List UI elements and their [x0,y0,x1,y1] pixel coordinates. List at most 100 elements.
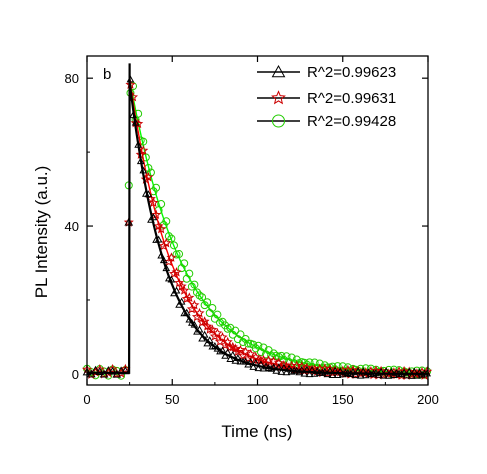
data-point [338,362,347,371]
data-point [384,371,393,379]
data-point [367,370,375,378]
legend-label: R^2=0.99631 [307,90,396,107]
data-point [235,344,246,355]
data-point [272,114,285,128]
data-point [251,358,260,366]
data-point [194,307,205,318]
data-point [156,223,167,234]
data-point [138,145,149,155]
data-point [152,183,161,192]
data-point [129,111,137,119]
data-point [244,339,253,348]
data-point [413,371,421,379]
data-point [217,332,228,342]
data-point [182,274,191,283]
data-point [240,346,251,356]
data-point [400,368,408,376]
data-point [287,367,296,375]
data-point [274,363,283,371]
data-point [159,256,168,264]
data-point [94,363,105,374]
data-point [205,336,214,344]
data-point [190,280,199,289]
data-point [315,359,324,368]
legend-label: R^2=0.99623 [307,64,396,81]
legend-label: R^2=0.99428 [307,113,396,130]
data-point [107,363,118,374]
data-point [190,320,199,328]
data-point [359,367,368,375]
data-point [397,370,406,378]
data-point [241,357,250,365]
data-point [272,366,281,374]
data-point [198,334,206,342]
data-point [402,371,411,379]
data-point [162,264,171,272]
data-point [143,171,154,182]
data-point [222,336,233,347]
legend-entry-3: R^2=0.99428 [257,113,396,130]
data-point [320,367,329,375]
data-point [212,327,223,338]
x-tick-label: 50 [165,392,179,407]
data-point [213,344,222,352]
data-point [336,367,345,375]
data-point [241,334,250,343]
data-point [296,361,307,371]
data-point [300,369,309,377]
data-point [124,217,134,226]
series-1 [82,63,431,379]
data-point [234,354,242,362]
data-point [167,234,176,243]
y-tick-label: 80 [65,71,79,86]
data-point [189,299,200,310]
x-tick-label: 200 [417,392,439,407]
data-point [175,300,183,308]
data-point [205,308,214,317]
data-point [144,190,153,198]
data-point [199,316,210,326]
data-point [297,365,306,373]
data-point [280,363,288,371]
data-point [364,368,373,376]
data-point [328,371,337,378]
data-point [221,351,229,359]
data-point [177,264,186,273]
data-point [347,364,359,375]
data-point [216,347,224,355]
data-point [236,330,245,339]
data-point [228,330,237,339]
data-point [246,357,255,365]
x-axis-label: Time (ns) [221,422,292,441]
data-point [208,342,217,350]
data-point [254,364,263,372]
data-point [226,355,235,362]
data-point [139,166,148,174]
data-point [166,252,177,262]
data-point [148,197,159,208]
data-point [203,298,212,307]
data-point [186,303,197,314]
data-point [108,366,117,375]
data-point [259,364,268,372]
data-point [377,367,385,375]
data-point [387,367,396,375]
data-point [185,315,194,323]
y-tick-label: 40 [65,219,79,234]
data-point [282,368,291,376]
data-point [218,346,227,354]
data-point [167,275,176,283]
data-point [182,308,191,316]
data-point [228,350,237,358]
data-point [323,370,332,378]
data-point [171,267,182,277]
data-point [305,370,314,378]
data-point [134,140,142,148]
data-point [208,303,217,312]
data-point [223,348,232,356]
data-point [169,241,178,250]
data-point [188,318,196,326]
data-point [402,368,411,377]
data-point [177,297,186,305]
